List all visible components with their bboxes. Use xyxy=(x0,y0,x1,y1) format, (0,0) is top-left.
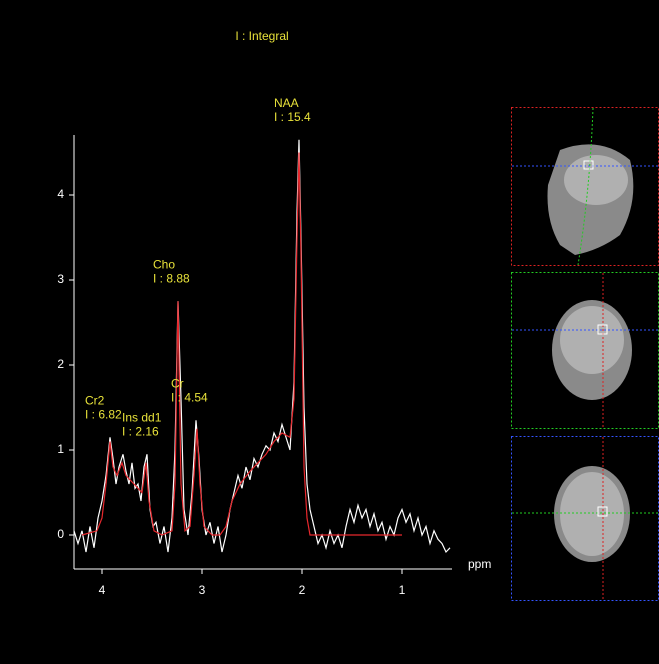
peak-integral: I : 8.88 xyxy=(153,271,190,285)
y-tick-label: 0 xyxy=(57,527,64,541)
brain-tissue xyxy=(560,306,624,374)
peak-integral: I : 2.16 xyxy=(122,424,159,438)
sagittal-panel xyxy=(512,108,659,266)
y-tick-label: 4 xyxy=(57,187,64,201)
x-tick-label: 4 xyxy=(99,583,106,597)
peak-integral: I : 15.4 xyxy=(274,110,311,124)
axial-panel xyxy=(512,437,659,601)
peak-integral: I : 4.54 xyxy=(171,390,208,404)
peak-label: NAA xyxy=(274,96,299,110)
y-tick-label: 1 xyxy=(57,442,64,456)
brain-tissue xyxy=(564,155,628,205)
y-tick-label: 2 xyxy=(57,357,64,371)
x-tick-label: 1 xyxy=(399,583,406,597)
peak-integral: I : 6.82 xyxy=(85,407,122,421)
x-axis-label: ppm xyxy=(468,557,491,571)
x-tick-label: 3 xyxy=(199,583,206,597)
peak-label: Ins dd1 xyxy=(122,410,162,424)
y-tick-label: 3 xyxy=(57,272,64,286)
peak-label: Cr2 xyxy=(85,393,105,407)
coronal-panel xyxy=(512,273,659,429)
brain-tissue xyxy=(560,472,624,556)
screen: I : Integral ppm 0 1 2 3 4 4 3 2 1 NAAI : 15.4 Cho… xyxy=(0,0,659,664)
x-tick-label: 2 xyxy=(299,583,306,597)
peak-label: Cr xyxy=(171,376,184,390)
chart-title: I : Integral xyxy=(235,29,288,43)
peak-label: Cho xyxy=(153,257,175,271)
